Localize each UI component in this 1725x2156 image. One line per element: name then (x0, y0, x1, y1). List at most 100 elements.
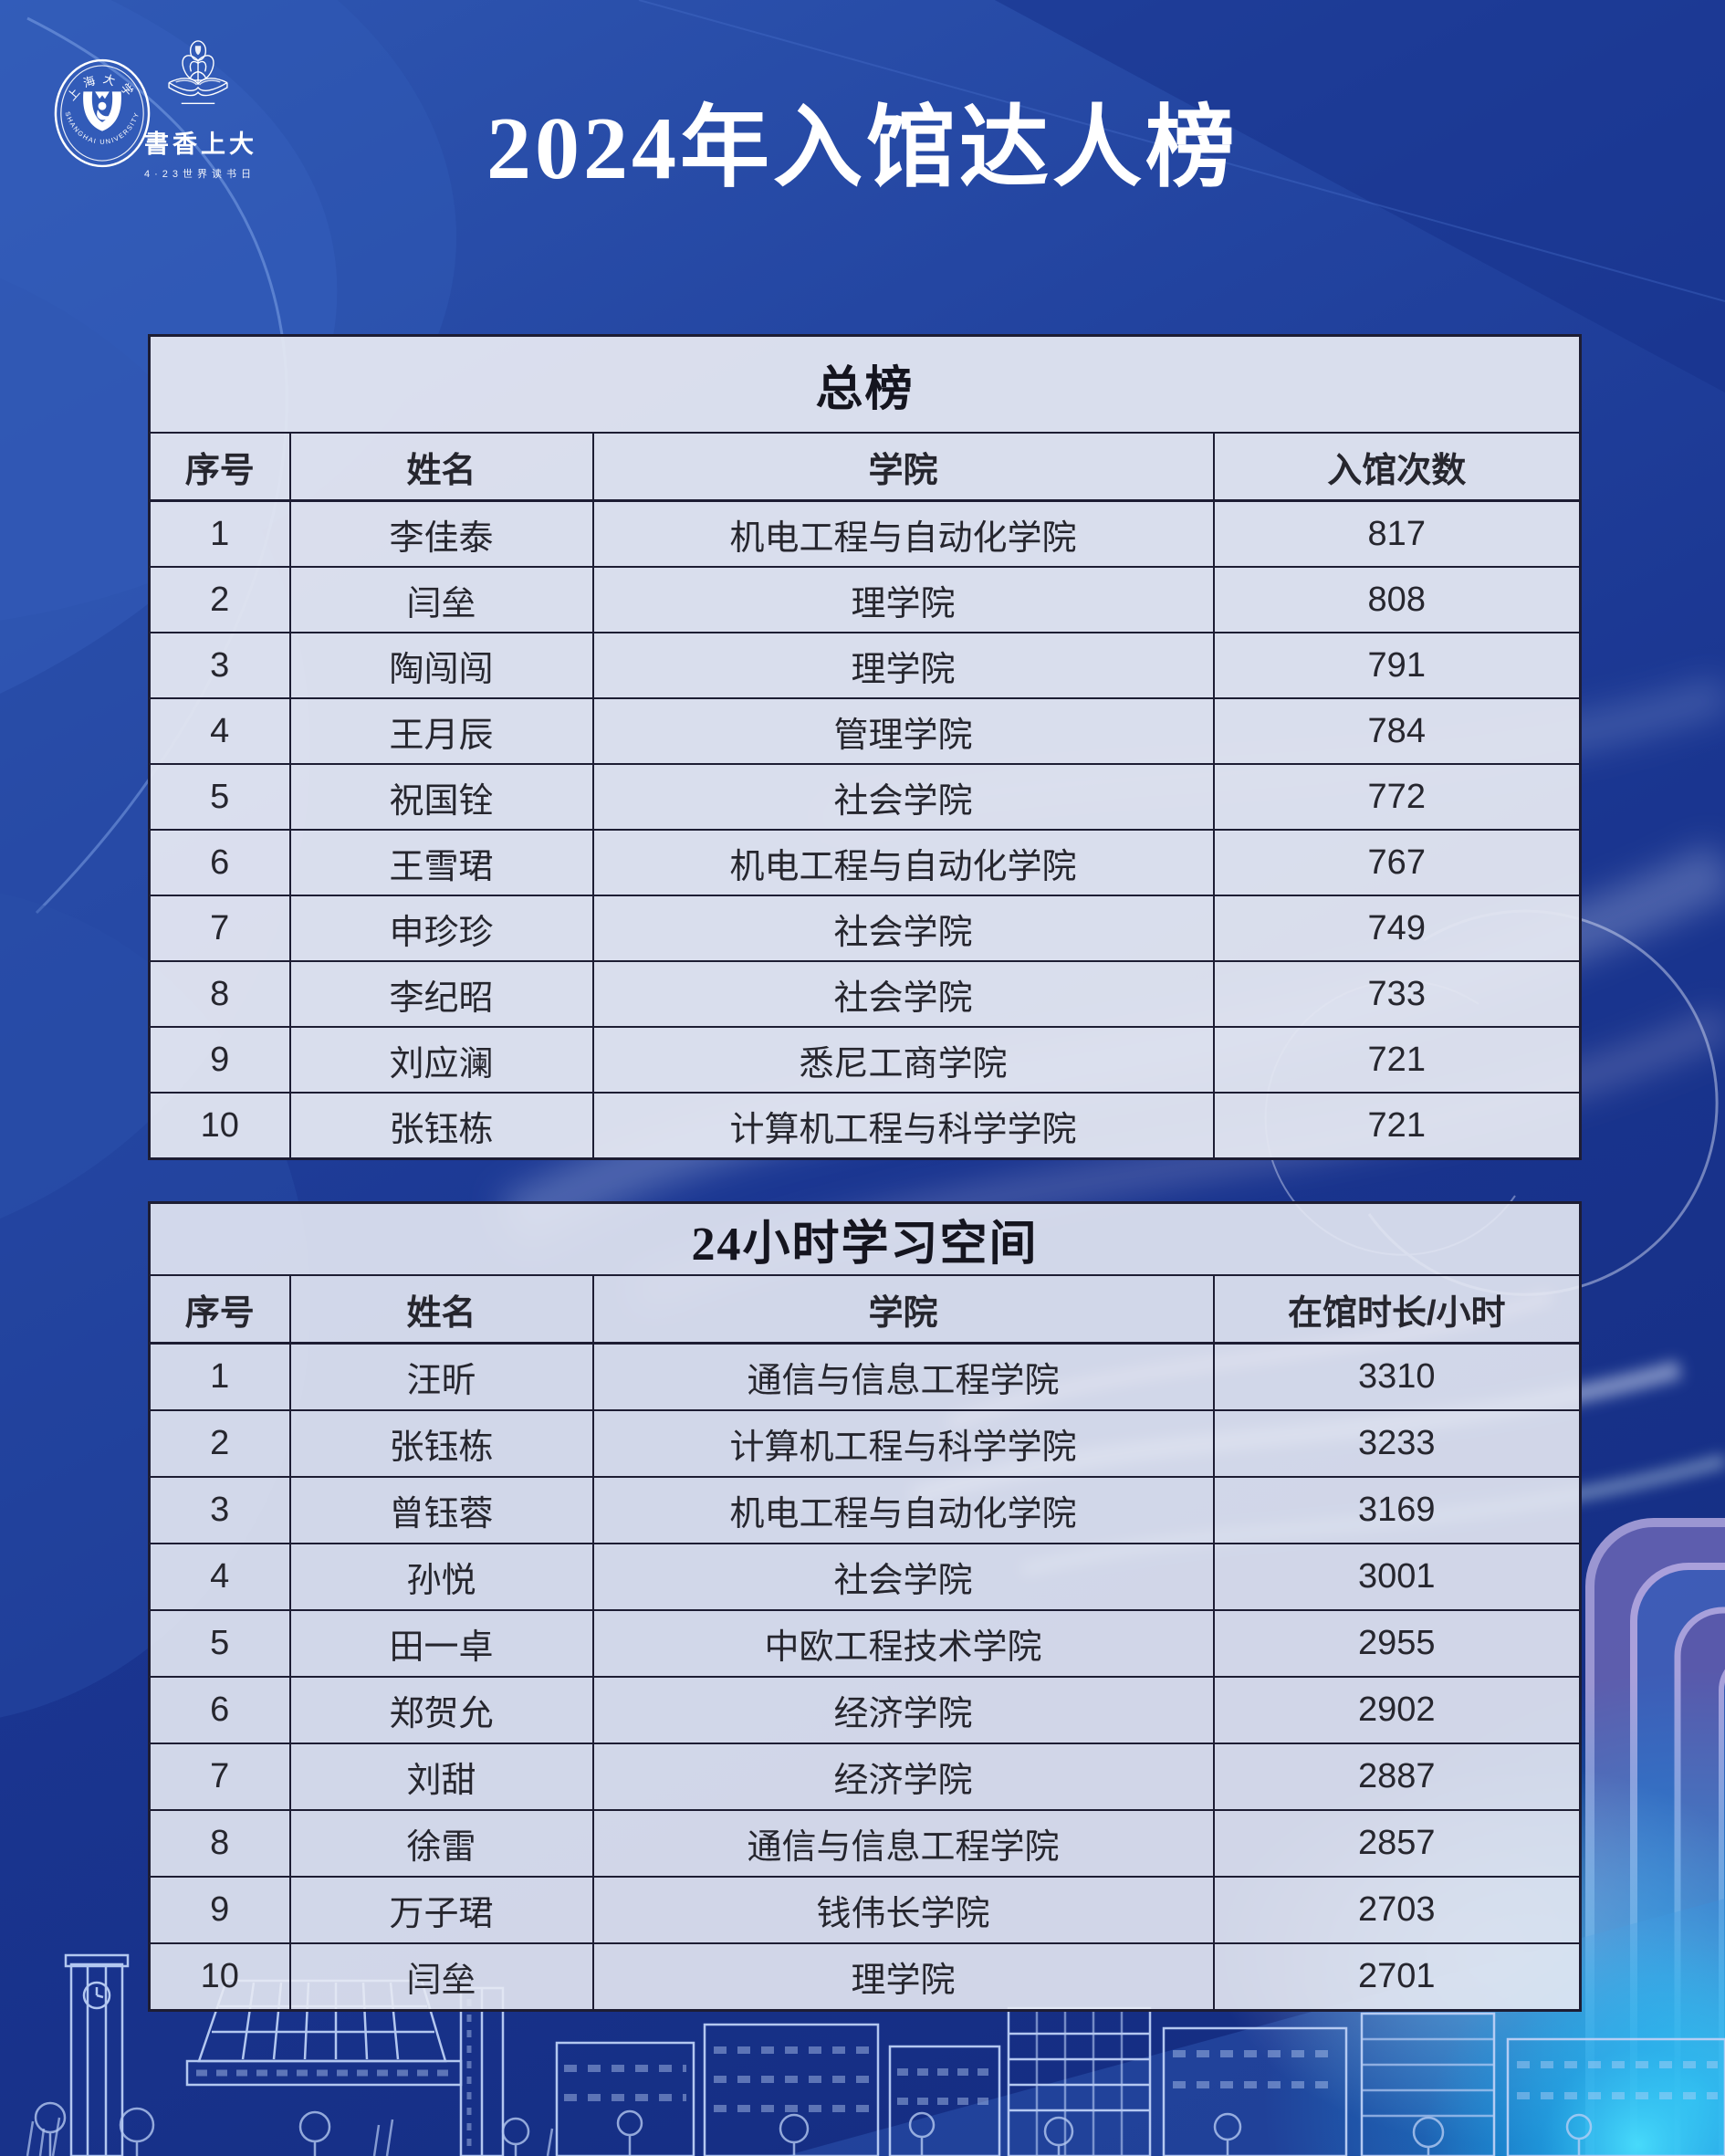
value-cell: 733 (1212, 960, 1582, 1028)
name-cell: 李佳泰 (288, 499, 594, 568)
table-header-row: 序号 姓名 学院 入馆次数 (148, 432, 1582, 502)
col-header-college: 学院 (591, 432, 1215, 502)
table-row: 3 陶闯闯 理学院 791 (148, 632, 1582, 699)
col-header-rank: 序号 (148, 1274, 291, 1345)
value-cell: 3001 (1212, 1543, 1582, 1611)
college-cell: 社会学院 (591, 1543, 1215, 1611)
name-cell: 闫垒 (288, 1942, 594, 2012)
name-cell: 万子珺 (288, 1876, 594, 1944)
table-row: 6 王雪珺 机电工程与自动化学院 767 (148, 829, 1582, 896)
col-header-college: 学院 (591, 1274, 1215, 1345)
rank-cell: 4 (148, 1543, 291, 1611)
top-right-sweep (638, 0, 1725, 392)
college-cell: 机电工程与自动化学院 (591, 499, 1215, 568)
rank-cell: 7 (148, 1743, 291, 1811)
table-row: 2 闫垒 理学院 808 (148, 566, 1582, 633)
name-cell: 徐雷 (288, 1809, 594, 1878)
name-cell: 田一卓 (288, 1609, 594, 1678)
table-row: 4 孙悦 社会学院 3001 (148, 1543, 1582, 1611)
value-cell: 2703 (1212, 1876, 1582, 1944)
rank-cell: 9 (148, 1026, 291, 1094)
value-cell: 721 (1212, 1092, 1582, 1160)
festival-logo-subtitle: 4·23世界读书日 (144, 169, 256, 180)
table-title: 总榜 (148, 334, 1582, 434)
col-header-name: 姓名 (288, 1274, 594, 1345)
college-cell: 理学院 (591, 632, 1215, 699)
table-row: 9 刘应澜 悉尼工商学院 721 (148, 1026, 1582, 1094)
name-cell: 李纪昭 (288, 960, 594, 1028)
rank-cell: 6 (148, 829, 291, 896)
book-tulip-icon (168, 40, 228, 105)
reading-festival-logo: 書香上大 4·23世界读书日 (144, 38, 256, 181)
value-cell: 808 (1212, 566, 1582, 633)
value-cell: 2701 (1212, 1942, 1582, 2012)
college-cell: 理学院 (591, 566, 1215, 633)
name-cell: 王月辰 (288, 697, 594, 765)
college-cell: 计算机工程与科学学院 (591, 1409, 1215, 1478)
table-row: 9 万子珺 钱伟长学院 2703 (148, 1876, 1582, 1944)
college-cell: 社会学院 (591, 895, 1215, 962)
page-title: 2024年入馆达人榜 (486, 99, 1239, 198)
name-cell: 郑贺允 (288, 1676, 594, 1744)
rank-cell: 3 (148, 1476, 291, 1544)
name-cell: 曾钰蓉 (288, 1476, 594, 1544)
college-cell: 社会学院 (591, 763, 1215, 831)
value-cell: 767 (1212, 829, 1582, 896)
value-cell: 3233 (1212, 1409, 1582, 1478)
rank-cell: 6 (148, 1676, 291, 1744)
value-cell: 3169 (1212, 1476, 1582, 1544)
campus-skyline-art (26, 1953, 1725, 2156)
table-row: 3 曾钰蓉 机电工程与自动化学院 3169 (148, 1476, 1582, 1544)
value-cell: 772 (1212, 763, 1582, 831)
college-cell: 机电工程与自动化学院 (591, 1476, 1215, 1544)
rank-cell: 10 (148, 1942, 291, 2012)
table-row: 8 李纪昭 社会学院 733 (148, 960, 1582, 1028)
value-cell: 784 (1212, 697, 1582, 765)
rank-cell: 3 (148, 632, 291, 699)
college-cell: 中欧工程技术学院 (591, 1609, 1215, 1678)
study-space-ranking-table: 24小时学习空间 序号 姓名 学院 在馆时长/小时 1 汪昕 通信与信息工程学院 33… (148, 1201, 1583, 2012)
value-cell: 2902 (1212, 1676, 1582, 1744)
table-row: 8 徐雷 通信与信息工程学院 2857 (148, 1809, 1582, 1878)
value-cell: 2955 (1212, 1609, 1582, 1678)
value-cell: 791 (1212, 632, 1582, 699)
name-cell: 张钰栋 (288, 1092, 594, 1160)
rank-cell: 10 (148, 1092, 291, 1160)
rank-cell: 5 (148, 763, 291, 831)
overall-ranking-table: 总榜 序号 姓名 学院 入馆次数 1 李佳泰 机电工程与自动化学院 817 2 闫垒 理学院… (148, 334, 1583, 1160)
table-title: 24小时学习空间 (148, 1201, 1582, 1276)
college-cell: 悉尼工商学院 (591, 1026, 1215, 1094)
college-cell: 通信与信息工程学院 (591, 1342, 1215, 1411)
table-row: 7 刘甜 经济学院 2887 (148, 1743, 1582, 1811)
table-row: 2 张钰栋 计算机工程与科学学院 3233 (148, 1409, 1582, 1478)
name-cell: 汪昕 (288, 1342, 594, 1411)
rank-cell: 1 (148, 1342, 291, 1411)
table-title-row: 总榜 (148, 334, 1582, 434)
name-cell: 申珍珍 (288, 895, 594, 962)
value-cell: 817 (1212, 499, 1582, 568)
col-header-name: 姓名 (288, 432, 594, 502)
table-title-row: 24小时学习空间 (148, 1201, 1582, 1276)
college-cell: 经济学院 (591, 1743, 1215, 1811)
rank-cell: 8 (148, 960, 291, 1028)
value-cell: 3310 (1212, 1342, 1582, 1411)
college-cell: 机电工程与自动化学院 (591, 829, 1215, 896)
rank-cell: 8 (148, 1809, 291, 1878)
rank-cell: 9 (148, 1876, 291, 1944)
college-cell: 社会学院 (591, 960, 1215, 1028)
table-row: 5 祝国铨 社会学院 772 (148, 763, 1582, 831)
col-header-rank: 序号 (148, 432, 291, 502)
value-cell: 2857 (1212, 1809, 1582, 1878)
table-row: 10 张钰栋 计算机工程与科学学院 721 (148, 1092, 1582, 1160)
table-header-row: 序号 姓名 学院 在馆时长/小时 (148, 1274, 1582, 1345)
table-row: 10 闫垒 理学院 2701 (148, 1942, 1582, 2012)
table-row: 4 王月辰 管理学院 784 (148, 697, 1582, 765)
value-cell: 749 (1212, 895, 1582, 962)
rank-cell: 2 (148, 1409, 291, 1478)
table-row: 6 郑贺允 经济学院 2902 (148, 1676, 1582, 1744)
rank-cell: 5 (148, 1609, 291, 1678)
rank-cell: 4 (148, 697, 291, 765)
table-row: 5 田一卓 中欧工程技术学院 2955 (148, 1609, 1582, 1678)
college-cell: 计算机工程与科学学院 (591, 1092, 1215, 1160)
